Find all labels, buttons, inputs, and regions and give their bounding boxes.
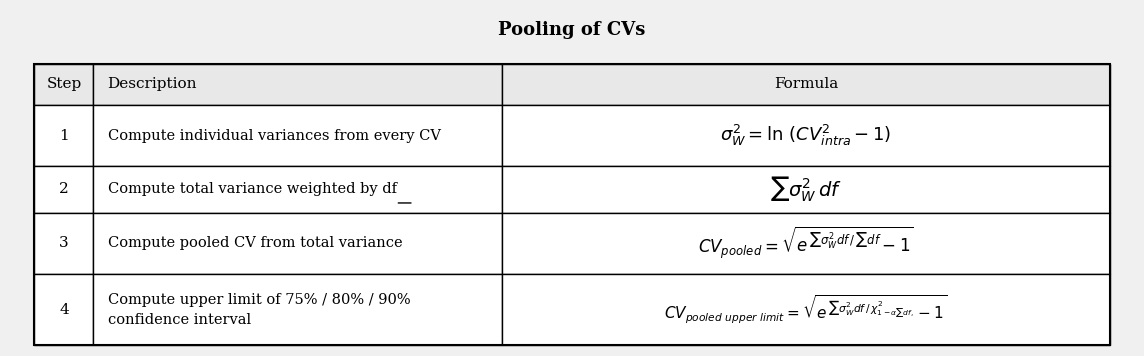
Bar bbox=[34, 64, 94, 105]
Text: Pooling of CVs: Pooling of CVs bbox=[499, 21, 645, 40]
Text: 2: 2 bbox=[59, 182, 69, 197]
Text: Compute individual variances from every CV: Compute individual variances from every … bbox=[109, 129, 442, 142]
Bar bbox=[502, 166, 1110, 213]
Text: confidence interval: confidence interval bbox=[109, 313, 252, 327]
Text: 4: 4 bbox=[59, 303, 69, 317]
Text: 3: 3 bbox=[59, 236, 69, 250]
Text: Compute total variance weighted by df: Compute total variance weighted by df bbox=[109, 182, 397, 197]
Bar bbox=[94, 64, 502, 105]
Text: $CV_{pooled\ upper\ limit} = \sqrt{e^{\,\sum\sigma_W^2 df\,/\,\chi^2_{1-\alpha\s: $CV_{pooled\ upper\ limit} = \sqrt{e^{\,… bbox=[665, 293, 947, 326]
Bar bbox=[34, 105, 94, 166]
Text: Formula: Formula bbox=[773, 78, 839, 91]
Text: $\sigma_W^2 = \ln\,(CV_{intra}^2 - 1)$: $\sigma_W^2 = \ln\,(CV_{intra}^2 - 1)$ bbox=[721, 123, 891, 148]
Text: Compute upper limit of 75% / 80% / 90%: Compute upper limit of 75% / 80% / 90% bbox=[109, 293, 411, 307]
Text: Compute pooled CV from total variance: Compute pooled CV from total variance bbox=[109, 236, 403, 250]
Bar bbox=[94, 166, 502, 213]
Text: Description: Description bbox=[108, 78, 197, 91]
Bar bbox=[94, 274, 502, 345]
Bar bbox=[502, 274, 1110, 345]
Bar bbox=[34, 274, 94, 345]
Bar bbox=[94, 213, 502, 274]
Bar bbox=[34, 166, 94, 213]
Text: 1: 1 bbox=[59, 129, 69, 142]
Text: Step: Step bbox=[46, 78, 81, 91]
Bar bbox=[34, 64, 1110, 345]
Bar bbox=[502, 64, 1110, 105]
Bar bbox=[34, 213, 94, 274]
Bar bbox=[502, 213, 1110, 274]
Text: $\sum \sigma_W^2\,df$: $\sum \sigma_W^2\,df$ bbox=[770, 175, 842, 204]
Bar bbox=[502, 105, 1110, 166]
Bar bbox=[94, 105, 502, 166]
Text: $CV_{pooled} = \sqrt{e^{\,\sum\sigma_W^2 df\,/\,\sum df} - 1}$: $CV_{pooled} = \sqrt{e^{\,\sum\sigma_W^2… bbox=[698, 225, 914, 261]
